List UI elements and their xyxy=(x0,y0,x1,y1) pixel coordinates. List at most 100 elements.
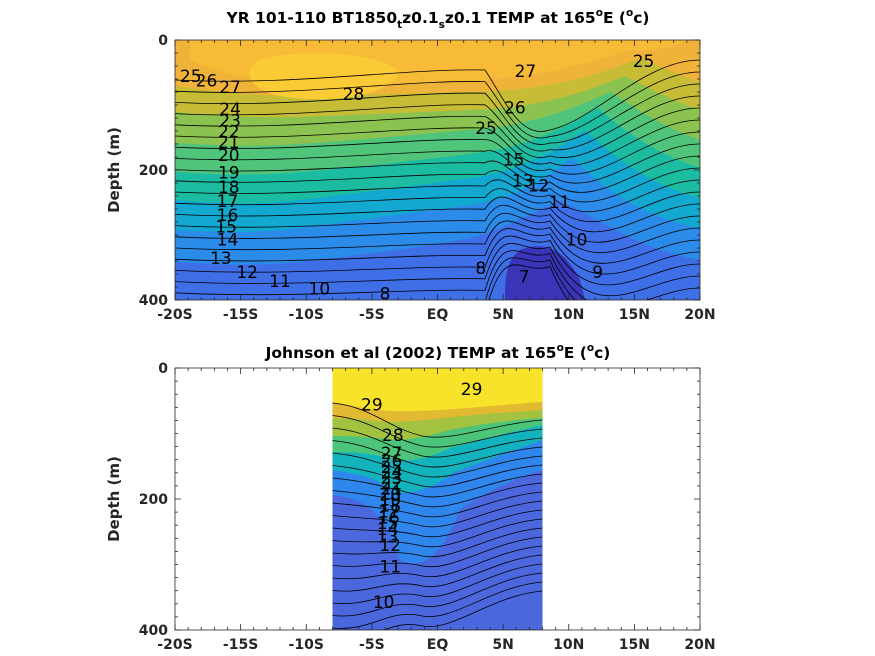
isotherm-line xyxy=(332,536,543,568)
contour-label: 16 xyxy=(217,206,239,226)
isotherm-line xyxy=(175,250,700,300)
x-tick-label: 15N xyxy=(619,637,650,653)
contour-label: 12 xyxy=(379,536,401,556)
x-tick-label: -20S xyxy=(157,307,192,323)
contour-label: 17 xyxy=(378,502,400,522)
y-tick-label: 400 xyxy=(139,293,168,309)
x-tick-label: 10N xyxy=(553,307,584,323)
contour-label: 27 xyxy=(515,62,537,82)
x-tick-label: 20N xyxy=(684,307,715,323)
isotherm-line xyxy=(175,188,700,222)
y-tick-label: 400 xyxy=(139,623,168,639)
contour-label: 8 xyxy=(380,285,391,305)
contour-label: 11 xyxy=(549,193,571,213)
contour-label: 25 xyxy=(180,67,202,87)
bottom-ylabel: Depth (m) xyxy=(105,456,123,542)
x-tick-label: 15N xyxy=(619,307,650,323)
contour-label: 22 xyxy=(381,474,403,494)
contour-label: 10 xyxy=(309,279,331,299)
contour-label: 10 xyxy=(566,231,588,251)
x-tick-label: -10S xyxy=(289,637,324,653)
contour-label: 23 xyxy=(381,468,403,488)
contour-label: 29 xyxy=(361,396,383,416)
isotherm-line xyxy=(175,212,700,253)
isotherm-line xyxy=(332,440,543,468)
contour-label: 27 xyxy=(381,444,403,464)
contour-label: 25 xyxy=(381,458,403,478)
contour-label: 24 xyxy=(381,463,403,483)
bottom-contour-lines xyxy=(332,402,543,630)
contour-label: 15 xyxy=(503,151,525,171)
contour-label: 18 xyxy=(218,178,240,198)
isotherm-line xyxy=(175,235,700,286)
isotherm-line xyxy=(175,204,700,243)
contour-label: 13 xyxy=(512,171,534,191)
isotherm-line xyxy=(175,95,700,152)
isotherm-line xyxy=(175,119,700,167)
contour-label: 19 xyxy=(379,491,401,511)
contour-label: 17 xyxy=(217,192,239,212)
isotherm-line xyxy=(332,518,543,548)
contour-label: 22 xyxy=(218,123,240,143)
isotherm-line xyxy=(332,473,543,498)
top-ticks: -20S -15S -10S -5S EQ 5N 10N 15N 20N 0 200 400 xyxy=(139,33,716,323)
contour-label: 13 xyxy=(377,527,399,547)
isotherm-line xyxy=(332,572,543,617)
contour-label: 11 xyxy=(269,272,291,292)
contour-label: 18 xyxy=(379,497,401,517)
contour-label: 10 xyxy=(373,593,395,613)
bottom-contour-labels: 29 29 282726252423222120191817161514131211… xyxy=(361,380,482,613)
contour-label: 28 xyxy=(382,426,404,446)
isotherm-line xyxy=(175,196,700,233)
contour-label: 12 xyxy=(528,177,550,197)
top-panel: YR 101-110 BT1850tz0.1sz0.1 TEMP at 165o… xyxy=(105,7,716,323)
x-tick-label: -15S xyxy=(223,307,258,323)
contour-label: 21 xyxy=(381,480,403,500)
isotherm-line xyxy=(488,264,569,300)
contour-label: 25 xyxy=(633,52,655,72)
contour-label: 14 xyxy=(217,231,239,251)
isotherm-line xyxy=(175,243,700,297)
top-ylabel: Depth (m) xyxy=(105,127,123,213)
isotherm-line xyxy=(175,107,700,158)
isotherm-line xyxy=(332,452,543,478)
contour-label: 11 xyxy=(379,557,401,577)
isotherm-line xyxy=(175,167,700,203)
isotherm-line xyxy=(175,228,700,275)
isotherm-line xyxy=(175,155,700,193)
contour-label: 20 xyxy=(379,485,401,505)
contour-label: 14 xyxy=(377,520,399,540)
bottom-panel: Johnson et al (2002) TEMP at 165oE (oc) … xyxy=(105,342,716,653)
isotherm-line xyxy=(332,563,543,604)
contour-label: 15 xyxy=(215,218,237,238)
isotherm-line xyxy=(175,143,700,184)
contour-label: 24 xyxy=(219,100,241,120)
contour-label: 16 xyxy=(378,508,400,528)
top-field xyxy=(175,40,700,300)
isotherm-line xyxy=(175,83,700,145)
contour-label: 9 xyxy=(592,263,603,283)
x-tick-label: -15S xyxy=(223,637,258,653)
isotherm-line xyxy=(175,179,700,213)
top-title: YR 101-110 BT1850tz0.1sz0.1 TEMP at 165o… xyxy=(225,7,649,31)
x-tick-label: -5S xyxy=(359,637,385,653)
bottom-title: Johnson et al (2002) TEMP at 165oE (oc) xyxy=(265,342,611,362)
contour-label: 26 xyxy=(196,71,218,91)
isotherm-line xyxy=(332,581,543,629)
isotherm-line xyxy=(175,220,700,264)
contour-label: 23 xyxy=(219,112,241,132)
contour-label: 27 xyxy=(219,78,241,98)
isotherm-line xyxy=(382,590,543,630)
x-tick-label: 20N xyxy=(684,637,715,653)
isotherm-line xyxy=(332,491,543,518)
contour-label: 21 xyxy=(218,133,240,153)
contour-label: 13 xyxy=(210,249,232,269)
isotherm-line xyxy=(332,527,543,558)
isotherm-line xyxy=(332,415,543,448)
contour-label: 20 xyxy=(218,146,240,166)
contour-label: 7 xyxy=(519,268,530,288)
isotherm-line xyxy=(332,554,543,592)
x-tick-label: 5N xyxy=(492,307,513,323)
x-tick-label: EQ xyxy=(427,637,449,653)
